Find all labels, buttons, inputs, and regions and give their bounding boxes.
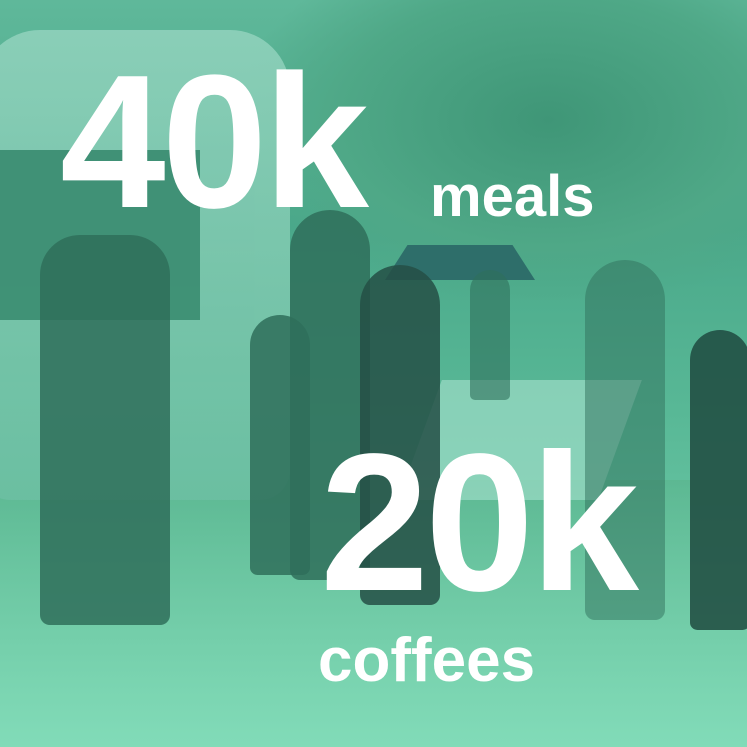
person [470, 270, 510, 400]
coffees-count: 20k [320, 413, 639, 632]
person [250, 315, 310, 575]
meals-label: meals [430, 164, 595, 229]
person [690, 330, 747, 630]
meals-count: 40k [60, 36, 369, 248]
coffees-label: coffees [318, 626, 536, 695]
person [360, 265, 440, 605]
person [585, 260, 665, 620]
person [40, 235, 170, 625]
